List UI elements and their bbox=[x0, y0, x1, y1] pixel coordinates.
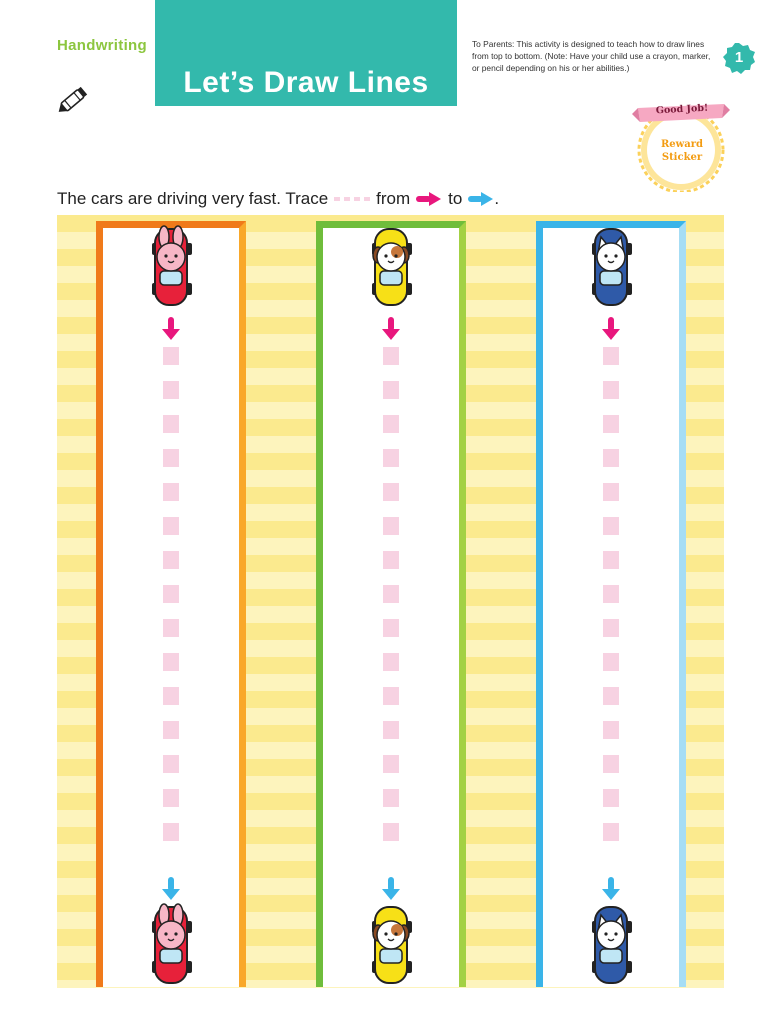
section-label: Handwriting bbox=[57, 37, 147, 54]
end-arrow-icon bbox=[468, 192, 494, 206]
lane-border-right bbox=[459, 221, 466, 987]
trace-dash[interactable] bbox=[603, 585, 619, 603]
sticker-line-2: Sticker bbox=[661, 152, 703, 163]
trace-dash[interactable] bbox=[163, 483, 179, 501]
trace-dash[interactable] bbox=[163, 619, 179, 637]
trace-dash[interactable] bbox=[163, 415, 179, 433]
trace-dash[interactable] bbox=[603, 653, 619, 671]
instruction-end: . bbox=[494, 189, 500, 208]
trace-dash[interactable] bbox=[383, 619, 399, 637]
lane-border-top bbox=[536, 221, 686, 228]
lane-border-right bbox=[239, 221, 246, 987]
instruction-to: to bbox=[448, 189, 463, 208]
start-car-bunny bbox=[152, 225, 192, 306]
trace-dash[interactable] bbox=[383, 381, 399, 399]
trace-dash[interactable] bbox=[163, 789, 179, 807]
trace-dash[interactable] bbox=[383, 517, 399, 535]
crayon-icon bbox=[58, 86, 88, 112]
trace-dash[interactable] bbox=[603, 415, 619, 433]
trace-dash[interactable] bbox=[603, 517, 619, 535]
trace-dash[interactable] bbox=[163, 687, 179, 705]
trace-dash[interactable] bbox=[383, 687, 399, 705]
instruction: The cars are driving very fast. Trace fr… bbox=[57, 188, 499, 210]
start-car-kitten bbox=[592, 228, 632, 306]
trace-dash-icon bbox=[334, 197, 371, 201]
trace-dash[interactable] bbox=[383, 483, 399, 501]
lane-border-left bbox=[96, 221, 103, 987]
start-arrow-icon bbox=[602, 317, 620, 340]
lane-puppy bbox=[316, 221, 466, 987]
end-arrow-icon bbox=[162, 877, 180, 900]
lane-border-right bbox=[679, 221, 686, 987]
page-title: Let’s Draw Lines bbox=[183, 66, 429, 99]
title-banner: Let’s Draw Lines bbox=[155, 0, 457, 106]
trace-dash[interactable] bbox=[383, 449, 399, 467]
trace-dash[interactable] bbox=[163, 755, 179, 773]
end-arrow-icon bbox=[382, 877, 400, 900]
reward-sticker bbox=[632, 104, 730, 192]
trace-dash[interactable] bbox=[163, 551, 179, 569]
trace-dash[interactable] bbox=[163, 721, 179, 739]
trace-dash[interactable] bbox=[163, 823, 179, 841]
trace-dash[interactable] bbox=[603, 755, 619, 773]
trace-dash[interactable] bbox=[603, 687, 619, 705]
end-arrow-icon bbox=[602, 877, 620, 900]
trace-dash[interactable] bbox=[383, 721, 399, 739]
trace-dash[interactable] bbox=[163, 449, 179, 467]
start-car-puppy bbox=[372, 228, 412, 306]
trace-dash[interactable] bbox=[383, 347, 399, 365]
trace-dash[interactable] bbox=[163, 585, 179, 603]
trace-dash[interactable] bbox=[603, 381, 619, 399]
parent-note: To Parents: This activity is designed to… bbox=[472, 39, 711, 73]
trace-dash[interactable] bbox=[383, 551, 399, 569]
trace-dash[interactable] bbox=[383, 585, 399, 603]
trace-dash[interactable] bbox=[383, 755, 399, 773]
trace-dash[interactable] bbox=[603, 823, 619, 841]
trace-dash[interactable] bbox=[603, 551, 619, 569]
lane-bunny bbox=[96, 221, 246, 987]
trace-dash[interactable] bbox=[383, 653, 399, 671]
sticker-label: Reward Sticker bbox=[648, 138, 716, 164]
trace-dash[interactable] bbox=[383, 415, 399, 433]
trace-dash[interactable] bbox=[603, 789, 619, 807]
start-arrow-icon bbox=[162, 317, 180, 340]
instruction-from: from bbox=[376, 189, 411, 208]
start-arrow-icon bbox=[382, 317, 400, 340]
trace-dash[interactable] bbox=[603, 449, 619, 467]
trace-dash[interactable] bbox=[163, 347, 179, 365]
end-car-bunny bbox=[152, 903, 192, 984]
trace-dash[interactable] bbox=[603, 721, 619, 739]
trace-dash[interactable] bbox=[603, 619, 619, 637]
sticker-line-1: Reward bbox=[660, 139, 704, 150]
start-arrow-icon bbox=[416, 192, 442, 206]
lane-kitten bbox=[536, 221, 686, 987]
end-car-kitten bbox=[592, 906, 632, 984]
lane-drawing bbox=[316, 221, 466, 987]
trace-dash[interactable] bbox=[383, 823, 399, 841]
trace-dash[interactable] bbox=[163, 517, 179, 535]
trace-dash[interactable] bbox=[603, 483, 619, 501]
lane-border-top bbox=[96, 221, 246, 228]
lane-border-left bbox=[316, 221, 323, 987]
trace-dash[interactable] bbox=[383, 789, 399, 807]
lane-drawing bbox=[536, 221, 686, 987]
lane-border-top bbox=[316, 221, 466, 228]
instruction-text: The cars are driving very fast. Trace bbox=[57, 189, 329, 208]
lane-border-left bbox=[536, 221, 543, 987]
trace-dash[interactable] bbox=[163, 381, 179, 399]
trace-dash[interactable] bbox=[603, 347, 619, 365]
page-number-badge bbox=[723, 43, 755, 74]
page-number: 1 bbox=[734, 49, 744, 66]
trace-dash[interactable] bbox=[163, 653, 179, 671]
lane-drawing bbox=[96, 221, 246, 987]
end-car-puppy bbox=[372, 906, 412, 984]
